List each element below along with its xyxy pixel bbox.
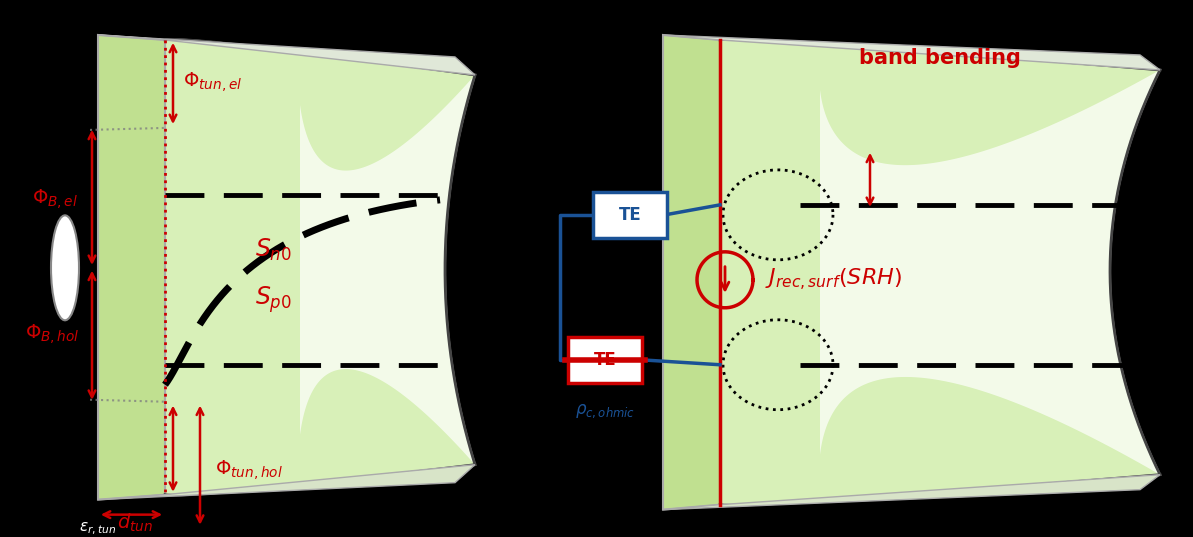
Ellipse shape [51,215,79,320]
Text: $\Phi_{B,hol}$: $\Phi_{B,hol}$ [25,322,80,346]
Polygon shape [98,465,475,499]
Text: $\varepsilon_{r,tun}$: $\varepsilon_{r,tun}$ [80,520,117,536]
Polygon shape [299,75,475,465]
Text: $S_{n0}$: $S_{n0}$ [255,237,292,263]
Polygon shape [663,35,1160,70]
Text: TE: TE [619,206,642,224]
Polygon shape [98,35,475,75]
Text: $d_{tun}$: $d_{tun}$ [117,511,153,534]
Text: band bending: band bending [859,48,1021,68]
Text: TE: TE [594,351,617,369]
Polygon shape [663,475,1160,510]
Text: $J_{rec,surf}(SRH)$: $J_{rec,surf}(SRH)$ [765,267,902,293]
Text: $S_{p0}$: $S_{p0}$ [255,285,292,315]
Polygon shape [663,35,721,510]
Polygon shape [165,39,475,495]
FancyBboxPatch shape [568,337,642,383]
Text: $\Phi_{B,el}$: $\Phi_{B,el}$ [32,187,78,211]
Text: $\rho_{c,ohmic}$: $\rho_{c,ohmic}$ [575,402,635,420]
Polygon shape [721,39,1160,505]
Text: $\Phi_{tun,el}$: $\Phi_{tun,el}$ [183,70,242,94]
Polygon shape [98,35,165,499]
FancyBboxPatch shape [593,192,667,238]
Polygon shape [820,70,1160,475]
Text: $\Phi_{tun,hol}$: $\Phi_{tun,hol}$ [215,458,283,482]
